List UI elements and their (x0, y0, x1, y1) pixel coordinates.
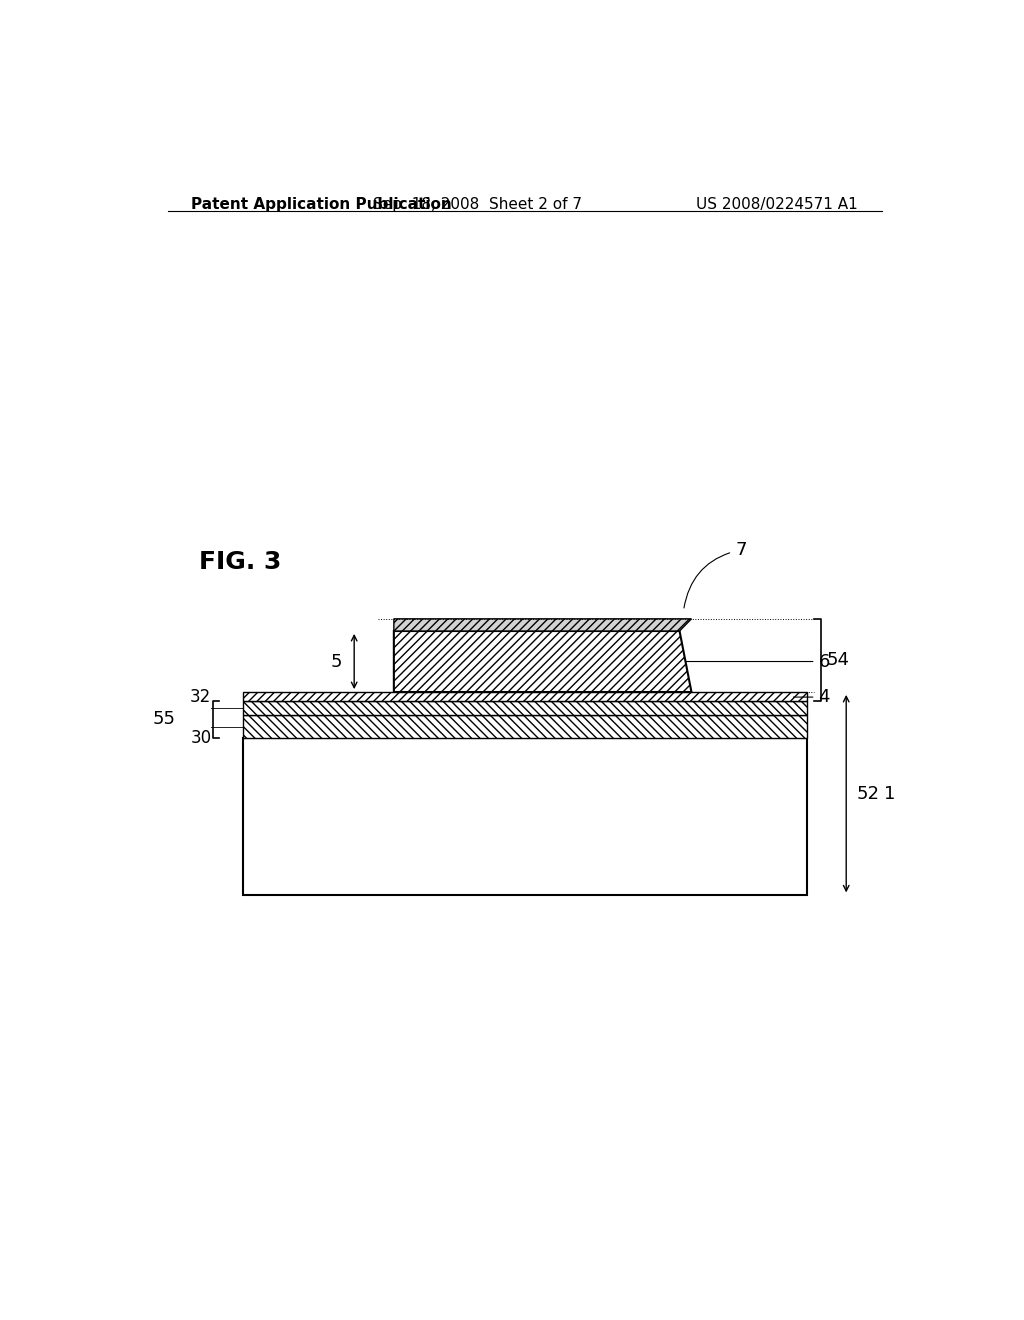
Text: 6: 6 (675, 652, 829, 671)
Text: US 2008/0224571 A1: US 2008/0224571 A1 (696, 197, 858, 213)
Text: Patent Application Publication: Patent Application Publication (191, 197, 453, 213)
Text: 54: 54 (826, 651, 849, 669)
Text: 32: 32 (190, 688, 211, 706)
Text: 7: 7 (684, 541, 746, 609)
Bar (243, 692, 807, 701)
Text: 5: 5 (331, 652, 342, 671)
Text: 30: 30 (190, 729, 211, 747)
Text: 52: 52 (856, 784, 880, 803)
Text: 55: 55 (153, 710, 176, 729)
Bar (243, 701, 807, 715)
Polygon shape (394, 631, 691, 692)
Polygon shape (394, 619, 691, 631)
Bar (243, 738, 807, 895)
Text: 1: 1 (885, 784, 896, 803)
Text: 4: 4 (794, 688, 829, 706)
Bar (243, 715, 807, 738)
Text: Sep. 18, 2008  Sheet 2 of 7: Sep. 18, 2008 Sheet 2 of 7 (373, 197, 582, 213)
Text: FIG. 3: FIG. 3 (200, 549, 282, 574)
